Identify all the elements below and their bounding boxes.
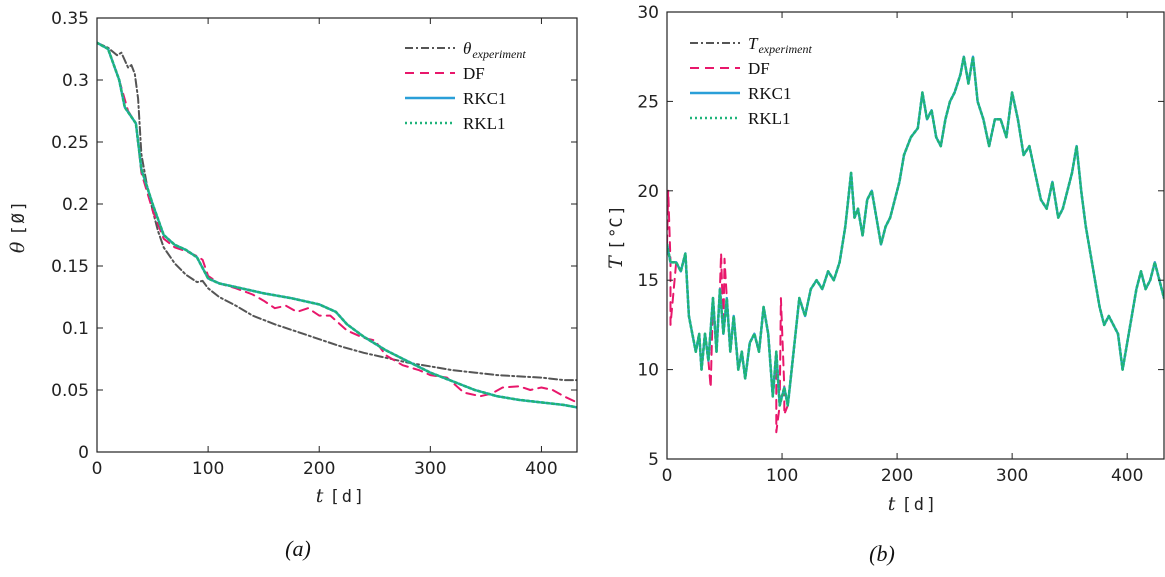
svg-text:θ[Ø]: θ[Ø]: [7, 201, 29, 253]
y-tick-label: 0.2: [62, 195, 89, 215]
legend-label-rkl1: RKL1: [748, 109, 791, 128]
panel-b-y-axis-label: T[°C]: [605, 205, 627, 269]
y-tick-label: 25: [637, 92, 659, 112]
panel-a-ticks: 0 100 200 300 400 0 0.05 0.1 0.15 0.2 0.25 0.3 0.35: [51, 9, 577, 479]
y-tick-label: 0.1: [62, 319, 89, 339]
x-tick-label: 200: [303, 459, 335, 479]
panel-a-legend: θexperiment DF RKC1 RKL1: [405, 39, 526, 133]
y-tick-label: 0.15: [51, 257, 89, 277]
panel-a-xlabel: t: [316, 485, 324, 507]
b-plot-background: [667, 12, 1164, 459]
x-tick-label: 400: [525, 459, 557, 479]
x-tick-label: 100: [192, 459, 224, 479]
x-tick-label: 100: [766, 466, 798, 486]
legend-label-df: DF: [748, 59, 770, 78]
panel-a-theta: 0 100 200 300 40000.050.10.150.20.250.30.35 …: [7, 9, 578, 561]
panel-a-xunit: d: [342, 487, 352, 507]
y-tick-label: 0.35: [51, 9, 89, 29]
panel-b-x-axis-label: t[d]: [888, 493, 936, 515]
x-tick-label: 0: [662, 466, 673, 486]
x-tick-label: 400: [1111, 466, 1143, 486]
y-tick-label: 15: [637, 271, 659, 291]
panel-a-y-axis-label: θ[Ø]: [7, 201, 29, 253]
y-tick-label: 0.05: [51, 381, 89, 401]
y-tick-label: 20: [637, 182, 659, 202]
y-tick-label: 5: [648, 450, 659, 470]
panel-b-plot-area: [667, 12, 1164, 459]
panel-a-yunit: Ø: [9, 213, 29, 223]
panel-b-caption: (b): [869, 541, 895, 566]
x-tick-label: 300: [996, 466, 1028, 486]
y-tick-label: 10: [637, 361, 659, 381]
x-tick-label: 200: [881, 466, 913, 486]
panel-a-series-lines: [97, 41, 577, 409]
series-line-df: [97, 41, 577, 404]
panel-a-ylabel: θ: [7, 241, 29, 253]
panel-a-plot-area: [97, 18, 577, 452]
legend-label-df: DF: [463, 64, 485, 83]
legend-label-rkc1: RKC1: [463, 89, 506, 108]
x-tick-label: 300: [414, 459, 446, 479]
panel-b-temperature: 0 100 200 300 400 5 10 15 20 25 30 T[°C] t[d] Texp…: [605, 3, 1165, 566]
y-tick-label: 0: [78, 443, 89, 463]
svg-text:T[°C]: T[°C]: [605, 205, 627, 269]
panel-b-ticks: 0 100 200 300 400 5 10 15 20 25 30: [637, 3, 1164, 486]
panel-a-axes-frame: [96, 17, 578, 453]
panel-b-yunit: °C: [607, 217, 627, 237]
b-lines-group: [667, 55, 1164, 434]
panel-b-ylabel: T: [605, 255, 627, 269]
legend-label-texperiment: Texperiment: [748, 34, 812, 56]
panel-b-series-lines: [667, 55, 1164, 434]
y-tick-label: 0.3: [62, 71, 89, 91]
x-tick-label: 0: [92, 459, 103, 479]
panel-a-caption: (a): [285, 536, 311, 561]
legend-label-θexperiment: θexperiment: [463, 39, 526, 61]
series-line-rkl1: [667, 55, 1164, 407]
panel-b-xlabel: t: [888, 493, 896, 515]
a-plot-background: [97, 18, 577, 452]
legend-label-rkl1: RKL1: [463, 114, 506, 133]
legend-label-rkc1: RKC1: [748, 84, 791, 103]
y-tick-label: 30: [637, 3, 659, 23]
series-line-θexperiment: [97, 41, 577, 382]
panel-b-xunit: d: [914, 495, 924, 515]
panel-b-axes-frame: [666, 11, 1165, 460]
y-tick-label: 0.25: [51, 133, 89, 153]
series-line-rkl1: [97, 41, 577, 409]
panel-a-x-axis-label: t[d]: [316, 485, 364, 507]
a-lines-group: [97, 41, 577, 409]
panel-b-legend: Texperiment DF RKC1 RKL1: [690, 34, 812, 128]
